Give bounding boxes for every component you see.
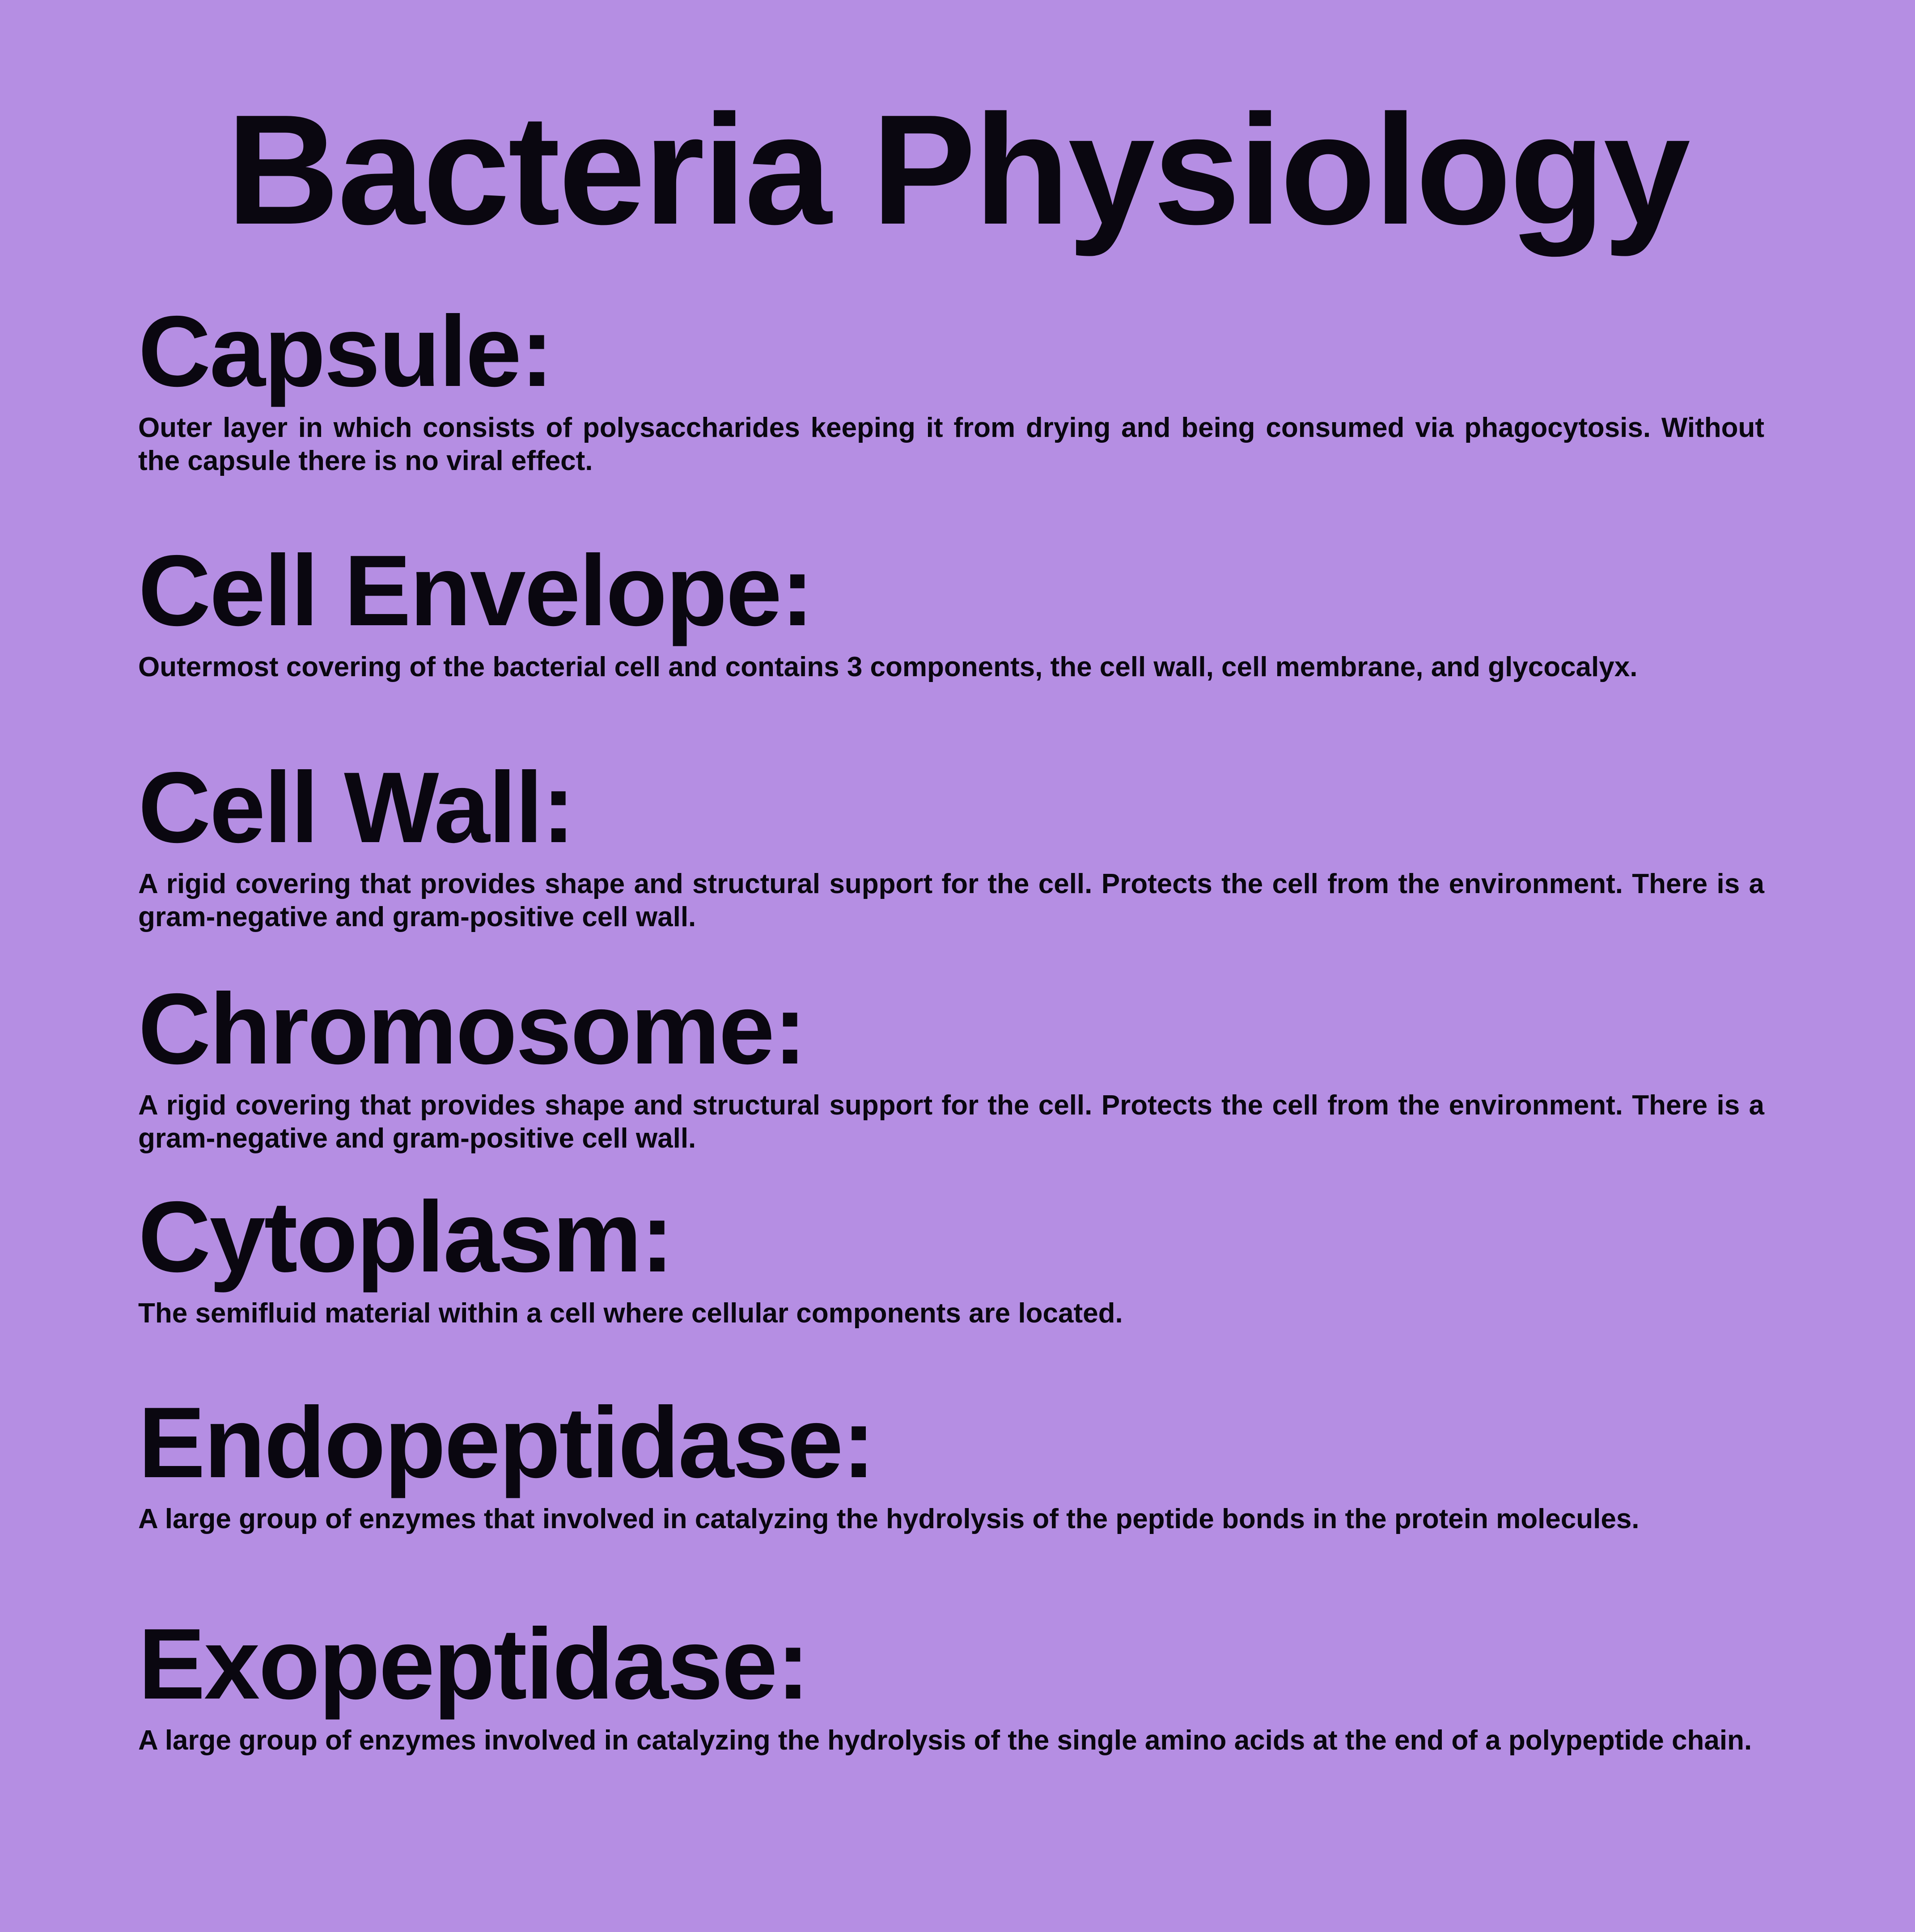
section: Cell Wall: A rigid covering that provides… [138,751,1764,934]
section-body: A large group of enzymes involved in cat… [138,1725,1752,1756]
section-heading: Cytoplasm: [138,1180,674,1293]
section-heading: Cell Wall: [138,751,575,864]
section: Endopeptidase: A large group of enzymes t… [138,1386,1764,1536]
section-heading: Capsule: [138,295,554,407]
section-heading: Exopeptidase: [138,1607,810,1720]
section-body: A rigid covering that provides shape and… [138,869,1764,932]
section: Chromosome: A rigid covering that provide… [138,973,1764,1155]
section-body: A rigid covering that provides shape and… [138,1090,1764,1154]
section: Capsule: Outer layer in which consists of… [138,295,1764,478]
section: Exopeptidase: A large group of enzymes in… [138,1608,1764,1757]
section-heading: Chromosome: [138,972,807,1085]
section-heading: Endopeptidase: [138,1386,876,1499]
section: Cell Envelope: Outermost covering of the … [138,534,1764,684]
section-body: A large group of enzymes that involved i… [138,1504,1640,1534]
section-heading: Cell Envelope: [138,534,814,647]
section-body: Outer layer in which consists of polysac… [138,412,1764,476]
title: Bacteria Physiology [226,82,1690,257]
section: Cytoplasm: The semifluid material within … [138,1181,1764,1330]
section-body: The semifluid material within a cell whe… [138,1298,1123,1329]
section-body: Outermost covering of the bacterial cell… [138,652,1638,682]
